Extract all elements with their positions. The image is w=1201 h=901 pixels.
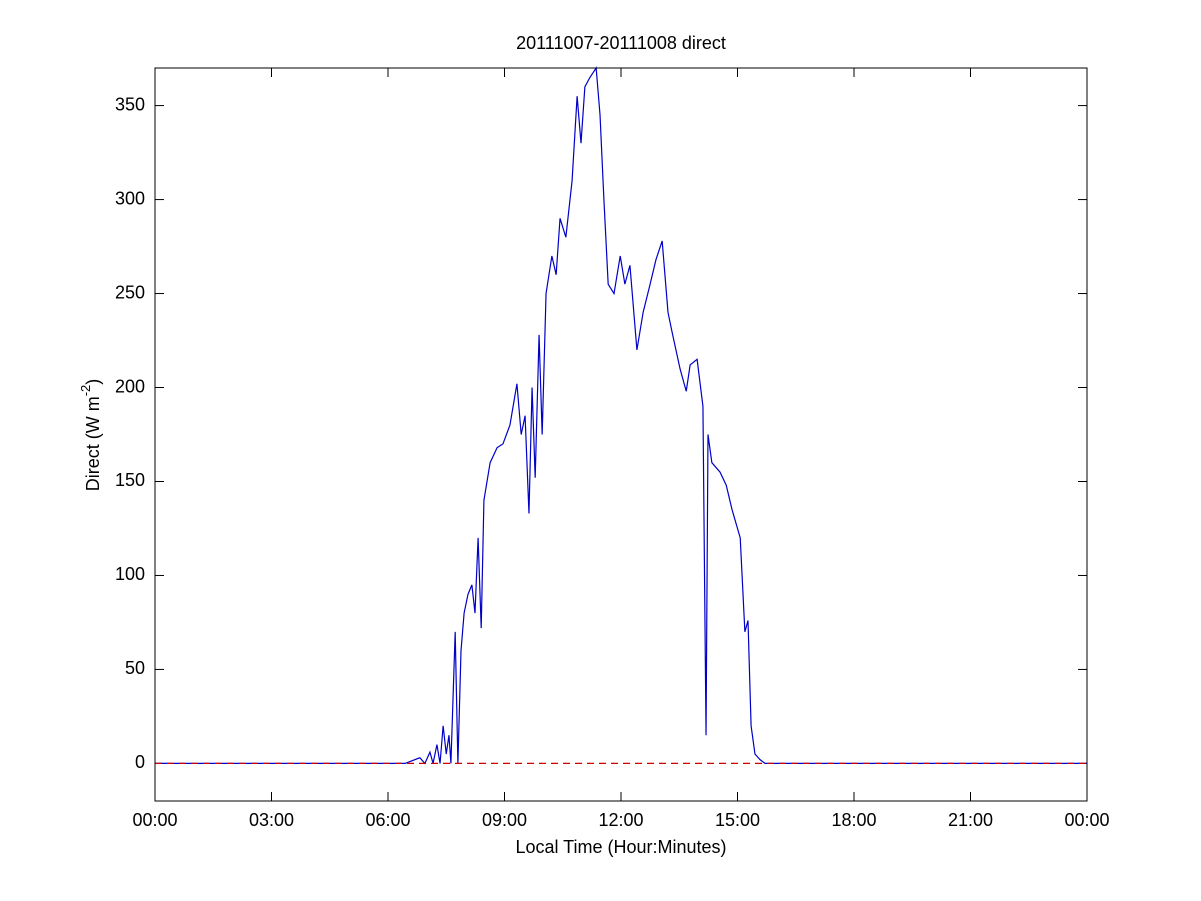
x-tick-label: 09:00 <box>482 810 527 830</box>
y-axis-label-text: Direct (W m <box>83 396 103 491</box>
y-tick-label: 250 <box>115 282 145 302</box>
data-line <box>155 66 1087 765</box>
x-tick-label: 18:00 <box>831 810 876 830</box>
y-tick-label: 350 <box>115 94 145 114</box>
y-tick-label: 200 <box>115 376 145 396</box>
x-tick-label: 00:00 <box>132 810 177 830</box>
x-tick-label: 03:00 <box>249 810 294 830</box>
x-axis-label: Local Time (Hour:Minutes) <box>515 837 726 857</box>
y-tick-label: 0 <box>135 752 145 772</box>
y-tick-label: 300 <box>115 188 145 208</box>
x-tick-label: 12:00 <box>598 810 643 830</box>
chart-title: 20111007-20111008 direct <box>516 33 726 53</box>
y-tick-label: 50 <box>125 658 145 678</box>
y-axis-label: Direct (W m-2) <box>78 379 102 492</box>
x-tick-label: 15:00 <box>715 810 760 830</box>
y-axis-label-superscript: -2 <box>78 385 93 397</box>
x-tick-label: 00:00 <box>1064 810 1109 830</box>
y-tick-label: 150 <box>115 470 145 490</box>
y-axis-label-suffix: ) <box>83 379 103 385</box>
plot-frame <box>154 67 1088 802</box>
x-tick-label: 21:00 <box>948 810 993 830</box>
x-tick-label: 06:00 <box>365 810 410 830</box>
y-tick-label: 100 <box>115 564 145 584</box>
